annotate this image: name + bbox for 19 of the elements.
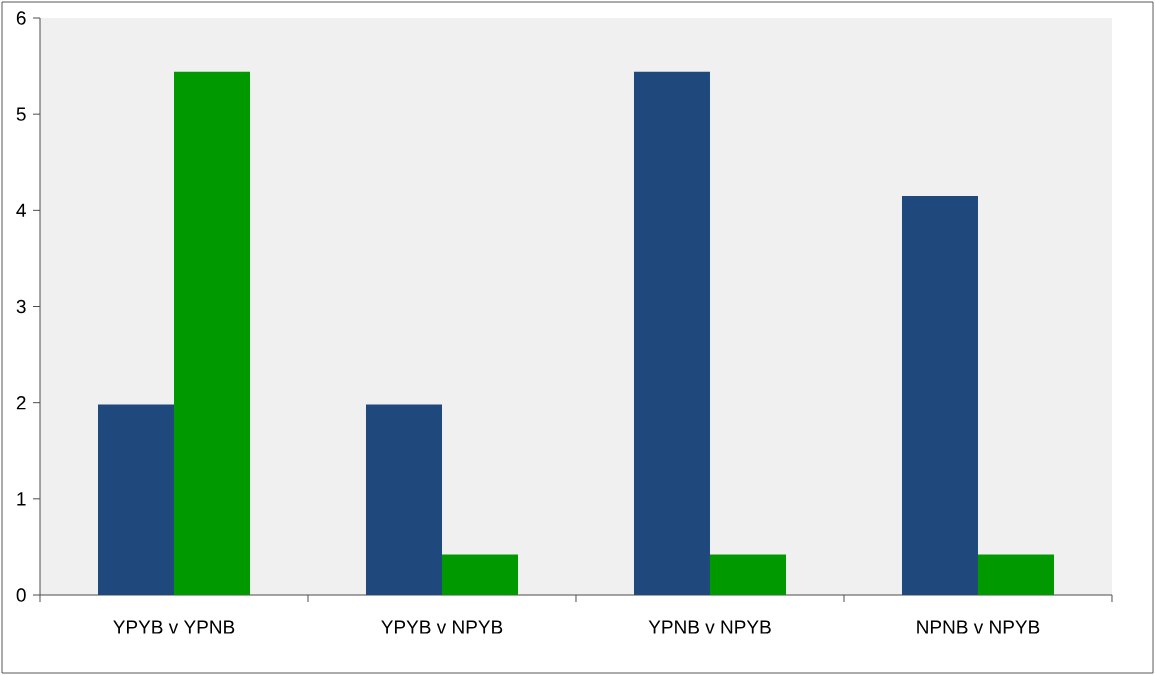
- bar: [709, 554, 786, 596]
- y-tick-label: 4: [16, 203, 26, 217]
- y-tick-label: 0: [16, 588, 26, 602]
- y-tick-label: 3: [16, 299, 26, 314]
- bar: [442, 554, 518, 596]
- x-tick-label: NPNB v NPYB: [917, 620, 1040, 634]
- bar: [901, 195, 978, 596]
- y-tick-label: 2: [16, 396, 26, 410]
- bar: [174, 71, 250, 596]
- y-tick-label: 1: [17, 492, 26, 506]
- x-tick-label: YPYB v NPYB: [381, 620, 503, 634]
- x-tick-label: YPYB v YPNB: [113, 620, 235, 634]
- y-tick-label: 6: [16, 11, 26, 25]
- bar: [98, 404, 174, 596]
- x-tick-label: YPNB v NPYB: [648, 620, 771, 634]
- bar: [633, 71, 710, 596]
- bar: [977, 554, 1054, 596]
- bar: [365, 404, 442, 596]
- y-tick-label: 5: [16, 107, 26, 121]
